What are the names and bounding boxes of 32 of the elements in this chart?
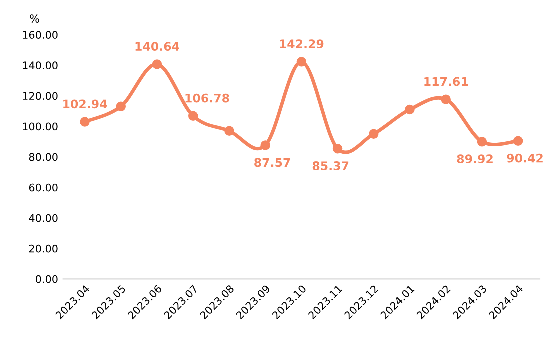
point	[116, 102, 126, 112]
point	[332, 144, 343, 154]
y-tick-label: 100.00	[23, 122, 58, 131]
point	[260, 140, 270, 150]
y-tick-label: 80.00	[29, 153, 58, 162]
data-label: 142.29	[280, 40, 324, 49]
data-label: 85.37	[312, 162, 349, 170]
data-label: 90.42	[507, 154, 543, 163]
y-tick-label: 0.00	[36, 275, 58, 284]
y-axis-title: %	[30, 14, 40, 23]
data-label: 117.61	[424, 77, 468, 86]
point	[152, 60, 162, 70]
point	[405, 104, 415, 115]
y-tick-label: 40.00	[29, 214, 58, 222]
data-label: 89.92	[457, 154, 493, 164]
point	[513, 136, 524, 146]
point	[80, 117, 90, 127]
point	[296, 57, 307, 67]
data-label: 102.94	[64, 100, 108, 109]
y-tick-label: 140.00	[23, 62, 58, 70]
y-tick-label: 160.00	[23, 31, 58, 40]
data-label: 140.64	[136, 42, 180, 52]
y-tick-label: 120.00	[23, 92, 58, 100]
point	[369, 129, 379, 140]
point	[224, 126, 234, 136]
point	[477, 137, 488, 147]
point	[188, 111, 198, 122]
point	[441, 94, 451, 104]
data-label: 106.78	[186, 94, 230, 103]
y-tick-label: 60.00	[29, 184, 58, 192]
y-tick-label: 20.00	[29, 244, 58, 253]
data-label: 87.57	[254, 158, 290, 168]
